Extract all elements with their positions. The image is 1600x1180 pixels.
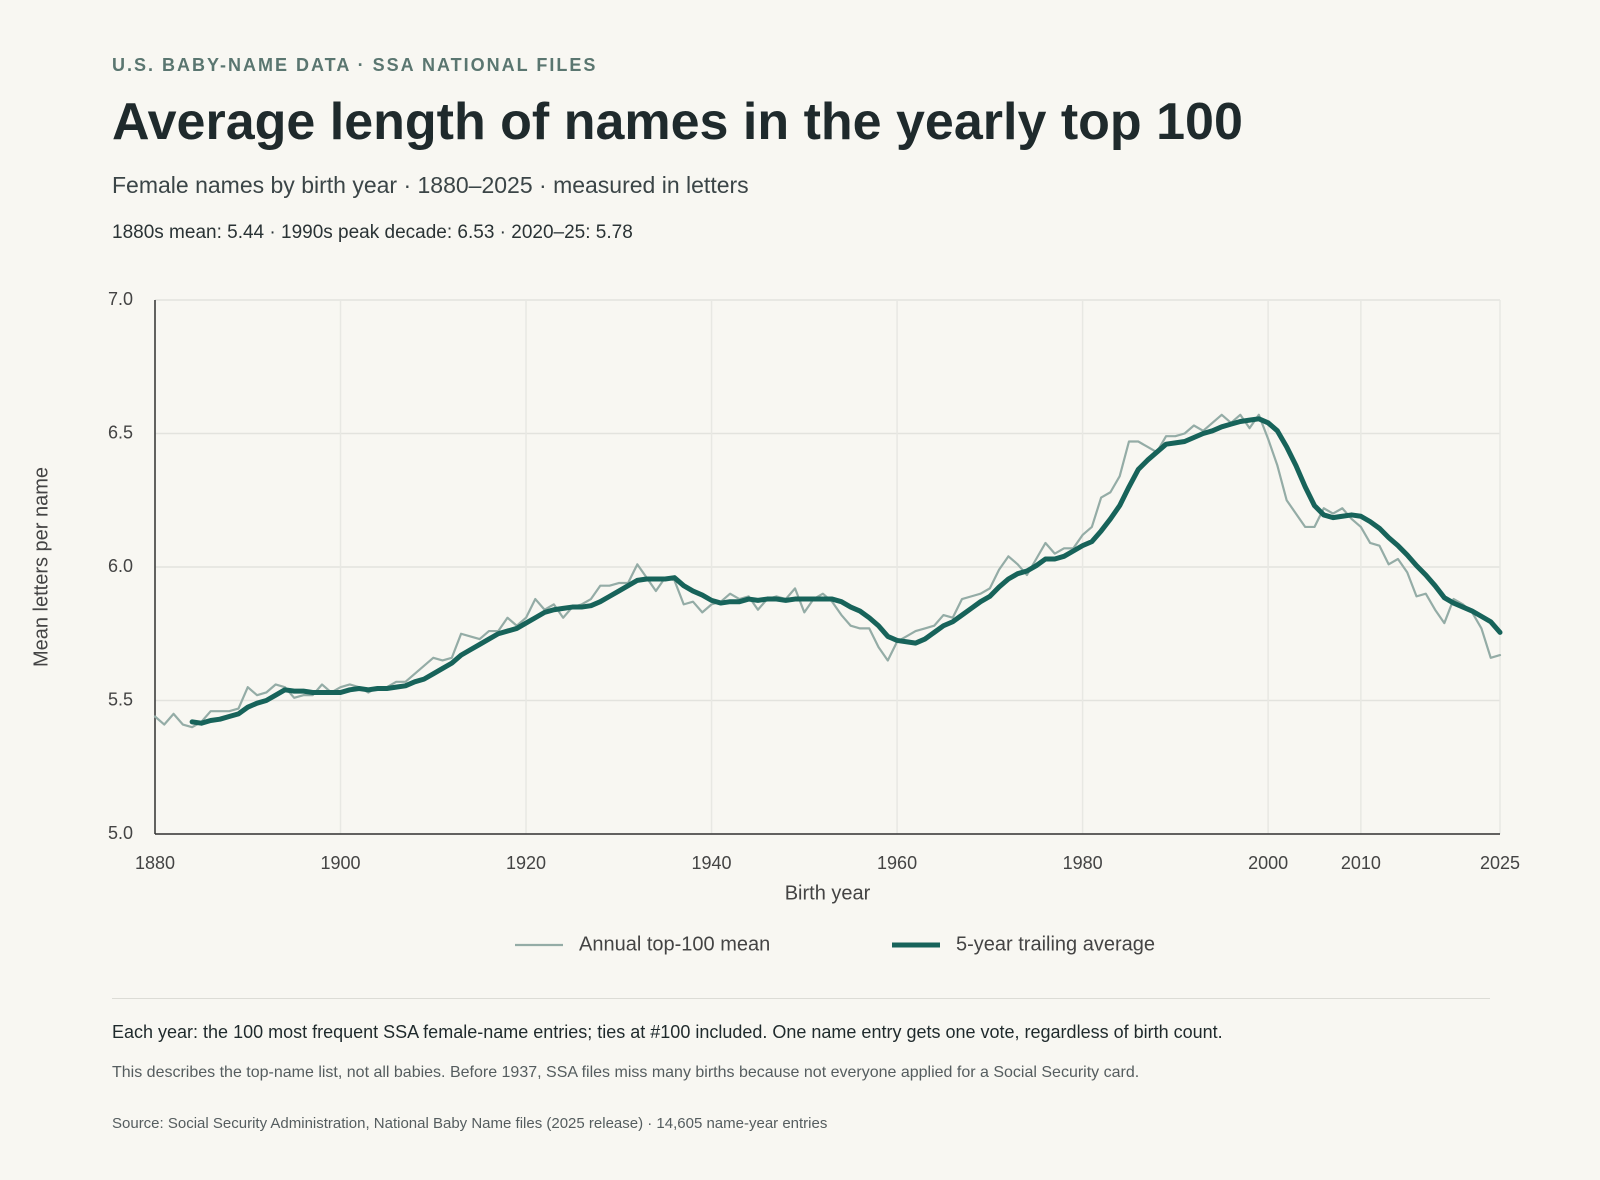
y-tick-label: 5.0 bbox=[108, 823, 133, 843]
stats-line: 1880s mean: 5.44 · 1990s peak decade: 6.… bbox=[112, 222, 633, 243]
x-tick-label: 1900 bbox=[320, 853, 360, 873]
x-tick-label: 1960 bbox=[877, 853, 917, 873]
legend-label: 5-year trailing average bbox=[956, 933, 1155, 955]
x-tick-label: 1940 bbox=[692, 853, 732, 873]
y-tick-label: 6.0 bbox=[108, 556, 133, 576]
y-tick-label: 6.5 bbox=[108, 422, 133, 442]
chart-title: Average length of names in the yearly to… bbox=[112, 93, 1243, 151]
y-tick-label: 5.5 bbox=[108, 689, 133, 709]
divider bbox=[112, 998, 1490, 999]
eyebrow: U.S. BABY-NAME DATA · SSA NATIONAL FILES bbox=[112, 55, 598, 75]
y-tick-label: 7.0 bbox=[108, 289, 133, 309]
note: This describes the top-name list, not al… bbox=[112, 1064, 1140, 1081]
x-tick-label: 2025 bbox=[1480, 853, 1520, 873]
x-axis-title: Birth year bbox=[785, 882, 871, 904]
x-tick-label: 2000 bbox=[1248, 853, 1288, 873]
chart-subtitle: Female names by birth year · 1880–2025 ·… bbox=[112, 172, 749, 198]
x-tick-label: 2010 bbox=[1341, 853, 1381, 873]
x-tick-label: 1980 bbox=[1063, 853, 1103, 873]
line-series bbox=[153, 413, 1502, 729]
note: Each year: the 100 most frequent SSA fem… bbox=[112, 1022, 1223, 1042]
chart: 5.0 5.5 6.0 6.5 7.0 1880 1900 1920 1940 1960 1980 2… bbox=[30, 289, 1520, 956]
line-series bbox=[189, 416, 1503, 726]
x-tick-label: 1920 bbox=[506, 853, 546, 873]
legend-label: Annual top-100 mean bbox=[579, 933, 770, 955]
source: Source: Social Security Administration, … bbox=[112, 1115, 828, 1132]
y-axis-title: Mean letters per name bbox=[30, 467, 52, 667]
x-tick-label: 1880 bbox=[135, 853, 175, 873]
